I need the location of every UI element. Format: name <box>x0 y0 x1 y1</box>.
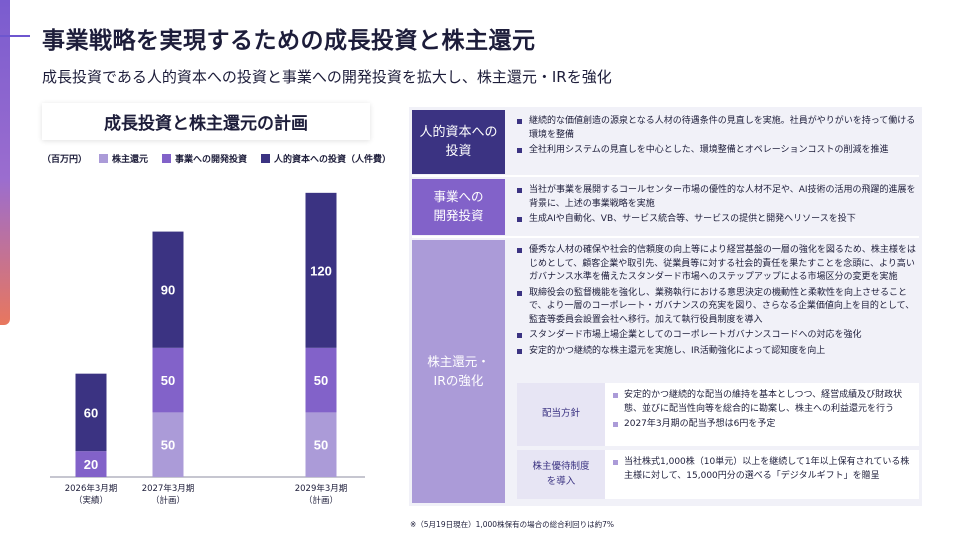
chart-legend: （百万円） 株主還元 事業への開発投資 人的資本への投資（人件費） <box>42 151 405 165</box>
legend-swatch <box>162 153 172 163</box>
bar-value-label: 50 <box>161 373 175 388</box>
side-accent-bar <box>0 0 10 325</box>
bar-segment <box>305 412 337 477</box>
bullet-item: 2027年3月期の配当予想は6円を予定 <box>613 418 913 432</box>
chart-unit-label: （百万円） <box>42 154 88 165</box>
legend-label: 株主還元 <box>112 154 149 165</box>
footnote: ※（5月19日現在）1,000株保有の場合の総合利回りは約7% <box>410 520 614 529</box>
x-tick-note: （実績） <box>74 495 108 506</box>
legend-item-human-capital: 人的資本への投資（人件費） <box>261 152 391 165</box>
category-human-capital: 人的資本への 投資 <box>412 110 505 174</box>
bar-segment <box>75 373 107 452</box>
legend-swatch <box>99 153 109 163</box>
strategy-panel: 人的資本への 投資 継続的な価値創造の源泉となる人材の待遇条件の見直しを実施。社… <box>409 107 922 506</box>
legend-item-development: 事業への開発投資 <box>162 152 247 165</box>
sub-box-label: 配当方針 <box>517 383 605 446</box>
divider <box>412 236 919 238</box>
shareholder-benefit-box: 株主優待制度 を導入 当社株式1,000株（10単元）以上を継続して1年以上保有… <box>517 450 919 499</box>
legend-label: 人的資本への投資（人件費） <box>274 154 392 165</box>
bullet-item: 全社利用システムの見直しを中心とした、環境整備とオペレーションコストの削減を推進 <box>517 144 917 158</box>
page-title: 事業戦略を実現するための成長投資と株主還元 <box>42 28 536 54</box>
category-development: 事業への 開発投資 <box>412 179 505 235</box>
bullet-item: 優秀な人材の確保や社会的信頼度の向上等により経営基盤の一層の強化を図るため、株主… <box>517 244 917 285</box>
bar-segment <box>305 192 337 348</box>
bar-segment <box>152 231 184 348</box>
bar-segment <box>152 347 184 413</box>
bar-value-label: 120 <box>310 263 332 278</box>
category-label: 人的資本への 投資 <box>419 124 498 160</box>
x-tick-label: 2027年3月期 <box>142 483 195 494</box>
x-tick-note: （計画） <box>151 495 185 506</box>
legend-label: 事業への開発投資 <box>175 154 248 165</box>
bullet-item: 生成AIや自動化、VB、サービス統合等、サービスの提供と開発へリソースを投下 <box>517 213 917 227</box>
bar-value-label: 90 <box>161 283 175 298</box>
bar-value-label: 50 <box>314 373 328 388</box>
bar-segment <box>152 412 184 477</box>
dividend-policy-box: 配当方針 安定的かつ継続的な配当の維持を基本としつつ、経営成績及び財政状態、並び… <box>517 383 919 446</box>
category-shareholder-return: 株主還元・ IRの強化 <box>412 240 505 503</box>
legend-swatch <box>261 153 271 163</box>
bullet-item: 安定的かつ継続的な配当の維持を基本としつつ、経営成績及び財政状態、並びに配当性向… <box>613 389 913 416</box>
category-label: 事業への 開発投資 <box>433 189 484 223</box>
bar-value-label: 60 <box>84 405 98 420</box>
legend-item-shareholder-return: 株主還元 <box>99 152 148 165</box>
bar-segment <box>75 451 107 477</box>
x-tick-note: （計画） <box>304 495 338 506</box>
page-subtitle: 成長投資である人的資本への投資と事業への開発投資を拡大し、株主還元・IRを強化 <box>42 68 612 86</box>
bullet-item: 当社が事業を展開するコールセンター市場の優性的な人材不足や、AI技術の活用の飛躍… <box>517 184 917 211</box>
x-tick-label: 2026年3月期 <box>65 483 118 494</box>
bar-value-label: 50 <box>314 438 328 453</box>
category-label: 株主還元・ IRの強化 <box>427 353 490 388</box>
stacked-bar-chart: 20602026年3月期（実績）5050902027年3月期（計画）505012… <box>50 192 365 506</box>
bullet-item: 当社株式1,000株（10単元）以上を継続して1年以上保有されている株主様に対し… <box>613 456 913 483</box>
bullet-item: 継続的な価値創造の源泉となる人材の待遇条件の見直しを実施。社員がやりがいを持って… <box>517 115 917 142</box>
dividend-policy-bullets: 安定的かつ継続的な配当の維持を基本としつつ、経営成績及び財政状態、並びに配当性向… <box>613 389 913 434</box>
title-accent-line <box>0 35 30 37</box>
bullets-development: 当社が事業を展開するコールセンター市場の優性的な人材不足や、AI技術の活用の飛躍… <box>517 184 917 229</box>
divider <box>412 175 919 177</box>
bullets-human-capital: 継続的な価値創造の源泉となる人材の待遇条件の見直しを実施。社員がやりがいを持って… <box>517 115 917 160</box>
shareholder-benefit-bullets: 当社株式1,000株（10単元）以上を継続して1年以上保有されている株主様に対し… <box>613 456 913 485</box>
chart-title: 成長投資と株主還元の計画 <box>42 103 370 140</box>
bullets-shareholder-return: 優秀な人材の確保や社会的信頼度の向上等により経営基盤の一層の強化を図るため、株主… <box>517 244 917 360</box>
bar-segment <box>305 347 337 413</box>
bullet-item: スタンダード市場上場企業としてのコーポレートガバナンスコードへの対応を強化 <box>517 329 917 343</box>
x-tick-label: 2029年3月期 <box>295 483 348 494</box>
bullet-item: 取締役会の監督機能を強化し、業務執行における意思決定の機動性と柔軟性を向上させる… <box>517 287 917 328</box>
sub-box-label: 株主優待制度 を導入 <box>517 450 605 499</box>
bar-value-label: 20 <box>84 457 98 472</box>
bullet-item: 安定的かつ継続的な株主還元を実施し、IR活動強化によって認知度を向上 <box>517 345 917 359</box>
bar-value-label: 50 <box>161 438 175 453</box>
